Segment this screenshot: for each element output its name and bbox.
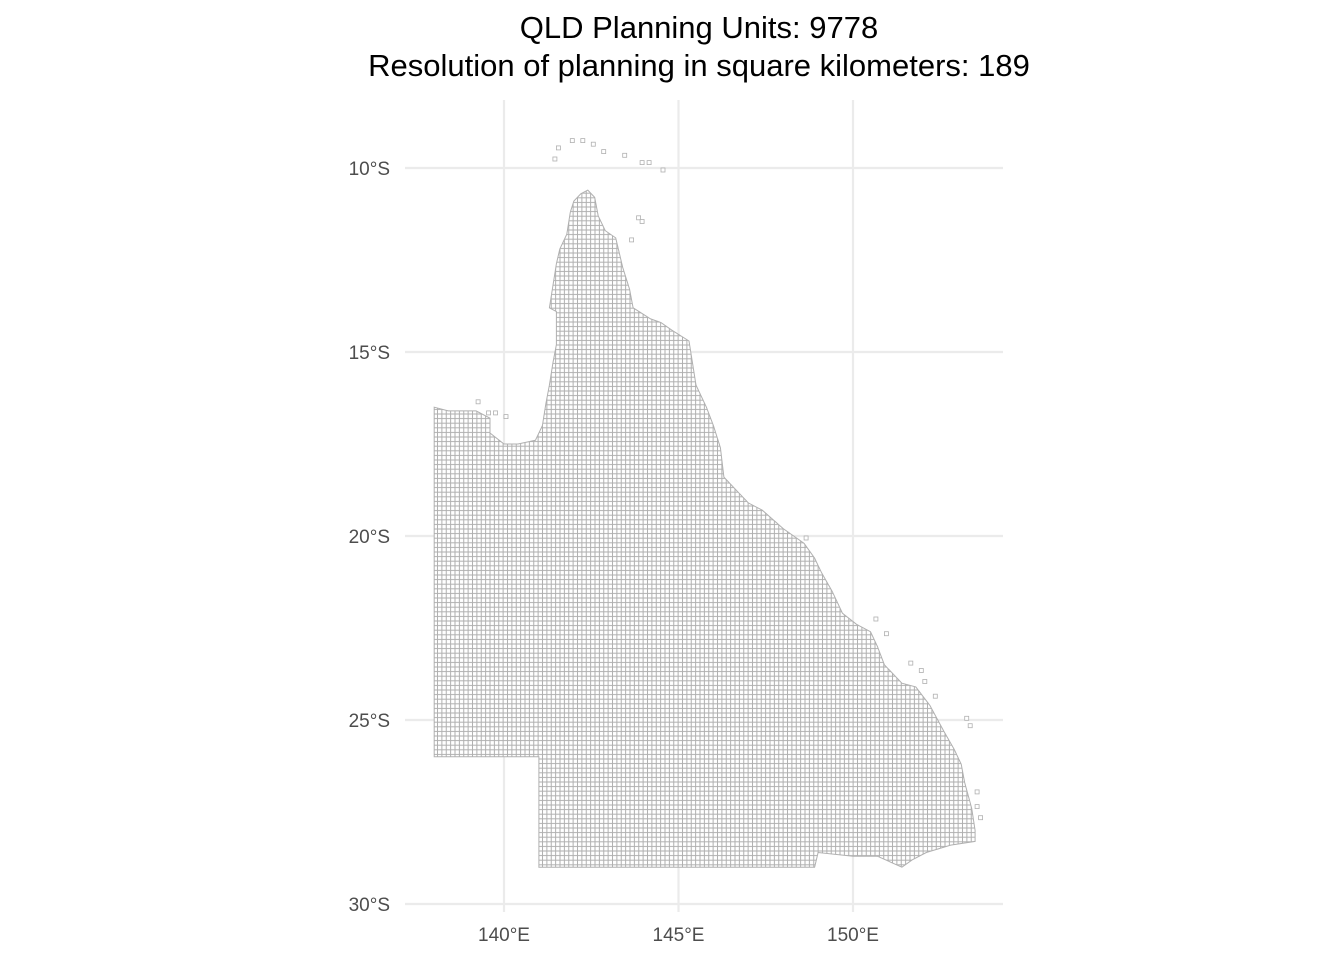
chart-subtitle: Resolution of planning in square kilomet… bbox=[368, 48, 1030, 83]
island-unit bbox=[660, 167, 666, 173]
y-tick-label: 30°S bbox=[349, 895, 390, 916]
island-unit bbox=[580, 138, 586, 144]
axis-labels: 140°E 145°E 150°E 10°S 15°S 20°S 25°S 30°S bbox=[349, 159, 879, 946]
island-unit bbox=[922, 679, 928, 684]
y-tick-label: 15°S bbox=[349, 343, 390, 364]
mainland-units bbox=[433, 189, 976, 868]
island-unit bbox=[503, 414, 509, 420]
island-unit bbox=[978, 815, 983, 821]
y-tick-label: 25°S bbox=[349, 711, 390, 732]
chart-title: QLD Planning Units: 9778 bbox=[519, 10, 879, 45]
island-unit bbox=[639, 219, 645, 224]
island-unit bbox=[932, 693, 938, 699]
island-unit bbox=[918, 668, 924, 673]
island-unit bbox=[629, 237, 634, 243]
island-unit bbox=[493, 410, 498, 416]
island-unit bbox=[884, 631, 889, 637]
island-unit bbox=[974, 789, 980, 795]
x-tick-label: 145°E bbox=[653, 925, 705, 946]
island-unit bbox=[873, 616, 879, 622]
island-unit bbox=[646, 160, 652, 166]
island-unit bbox=[803, 535, 809, 541]
island-unit bbox=[964, 715, 970, 721]
island-unit bbox=[974, 804, 980, 809]
x-tick-label: 140°E bbox=[478, 925, 530, 946]
island-unit bbox=[622, 152, 628, 158]
island-unit bbox=[552, 156, 558, 162]
island-unit bbox=[639, 160, 645, 166]
island-unit bbox=[967, 723, 973, 729]
island-unit bbox=[601, 149, 607, 155]
y-tick-label: 20°S bbox=[349, 527, 390, 548]
planning-units bbox=[433, 138, 983, 868]
y-tick-label: 10°S bbox=[349, 159, 390, 180]
island-unit bbox=[636, 215, 641, 221]
island-unit bbox=[569, 138, 575, 144]
x-tick-label: 150°E bbox=[827, 925, 879, 946]
island-unit bbox=[590, 141, 596, 147]
island-unit bbox=[475, 399, 481, 405]
island-unit bbox=[556, 145, 561, 151]
island-unit bbox=[908, 660, 914, 666]
island-unit bbox=[486, 410, 492, 416]
